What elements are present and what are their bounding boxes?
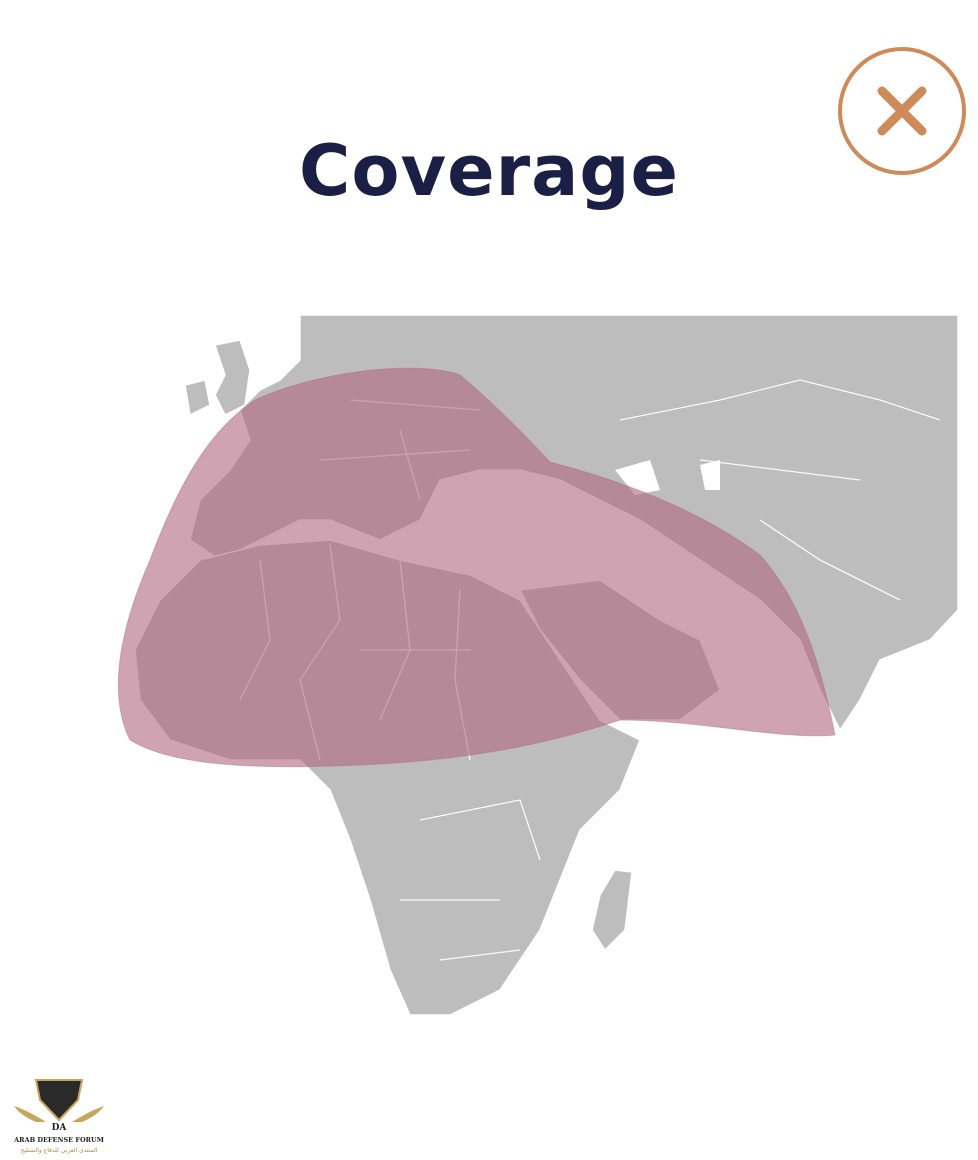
- close-button[interactable]: [838, 47, 966, 175]
- coverage-map: [117, 314, 959, 1016]
- coverage-area: [117, 367, 836, 768]
- watermark-logo: DA ARAB DEFENSE FORUM المنتدى العربي للد…: [6, 1076, 112, 1156]
- seas: [615, 460, 720, 495]
- logo-line1: ARAB DEFENSE FORUM: [13, 1136, 104, 1144]
- logo-line2: المنتدى العربي للدفاع والتسليح: [21, 1147, 98, 1154]
- close-x-icon: [877, 86, 927, 136]
- logo-mark: DA: [52, 1123, 68, 1133]
- page-title: Coverage: [299, 130, 679, 212]
